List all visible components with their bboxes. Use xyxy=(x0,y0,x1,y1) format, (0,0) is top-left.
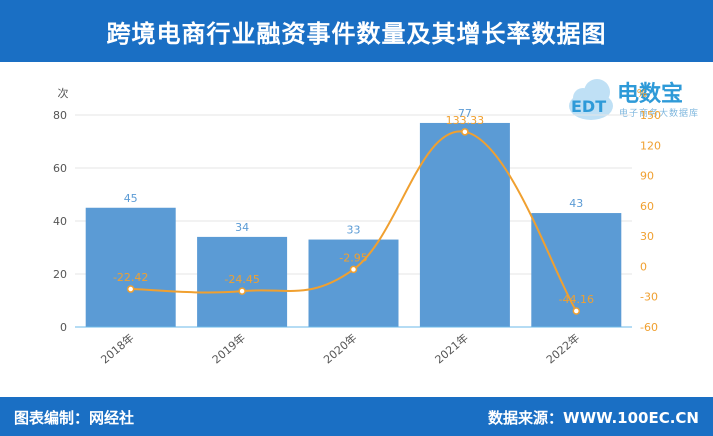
line-value-label: -24.45 xyxy=(224,273,259,286)
right-axis-tick-label: 120 xyxy=(640,139,661,152)
right-axis-tick-label: 150 xyxy=(640,109,661,122)
logo-badge: EDT xyxy=(571,97,606,116)
right-axis-tick-label: 90 xyxy=(640,170,654,183)
logo: EDT 电数宝 电子商务大数据库 xyxy=(565,72,710,130)
page-title: 跨境电商行业融资事件数量及其增长率数据图 xyxy=(106,19,607,48)
right-axis-tick-label: -30 xyxy=(640,291,658,304)
left-axis-tick-label: 40 xyxy=(53,215,67,228)
right-axis-tick-label: 60 xyxy=(640,200,654,213)
x-axis-tick-label: 2022年 xyxy=(543,331,582,367)
right-axis-tick-label: 30 xyxy=(640,230,654,243)
footer-banner: 图表编制：网经社 数据来源：WWW.100EC.CN xyxy=(0,397,713,436)
line-value-label: -44.16 xyxy=(559,293,594,306)
growth-line xyxy=(130,130,578,312)
bar-line-chart: 0 20 40 60 80 -60 -30 0 30 60 90 120 150 次 % 2018年 2019年… xyxy=(53,86,661,367)
x-axis-tick-label: 2020年 xyxy=(321,331,360,367)
footer-source: 数据来源：WWW.100EC.CN xyxy=(488,409,699,427)
left-axis-tick-label: 20 xyxy=(53,268,67,281)
chart-title-banner: 跨境电商行业融资事件数量及其增长率数据图 xyxy=(0,0,713,62)
right-axis-tick-label: -60 xyxy=(640,321,658,334)
line-point xyxy=(572,307,581,315)
right-axis-tick-label: 0 xyxy=(640,260,647,273)
bar xyxy=(308,239,399,327)
left-axis-tick-label: 0 xyxy=(60,321,67,334)
line-value-label: -22.42 xyxy=(113,271,148,284)
line-value-label: 133.33 xyxy=(446,114,485,127)
footer-compiler: 图表编制：网经社 xyxy=(14,409,135,427)
x-axis-tick-label: 2021年 xyxy=(432,331,471,367)
x-axis-tick-label: 2018年 xyxy=(98,331,137,367)
bar-value-label: 34 xyxy=(235,221,249,234)
growth-line-series xyxy=(126,128,581,315)
logo-brand: 电数宝 xyxy=(617,82,684,107)
left-axis-tick-label: 60 xyxy=(53,162,67,175)
line-point xyxy=(238,287,246,295)
cloud-logo-icon: EDT xyxy=(569,79,613,120)
bar-value-label: 77 xyxy=(458,107,472,120)
bar-value-label: 33 xyxy=(347,224,361,237)
bar xyxy=(419,122,510,327)
logo-subtitle: 电子商务大数据库 xyxy=(619,109,700,119)
left-axis-tick-label: 80 xyxy=(53,109,67,122)
bar xyxy=(197,236,288,327)
x-axis-tick-label: 2019年 xyxy=(209,331,248,367)
left-axis-unit-label: 次 xyxy=(58,86,69,100)
right-axis-unit-label: % xyxy=(637,87,647,100)
line-value-label: -2.95 xyxy=(339,251,367,264)
line-point xyxy=(461,128,469,136)
line-point xyxy=(349,265,358,274)
bar-value-label: 43 xyxy=(569,197,583,210)
bar xyxy=(85,207,176,327)
data-labels: 45 34 33 77 43 -22.42 -24.45 -2.95 133.33 -44.16 xyxy=(113,107,594,306)
line-point xyxy=(126,285,135,293)
bar-value-label: 45 xyxy=(124,192,138,205)
